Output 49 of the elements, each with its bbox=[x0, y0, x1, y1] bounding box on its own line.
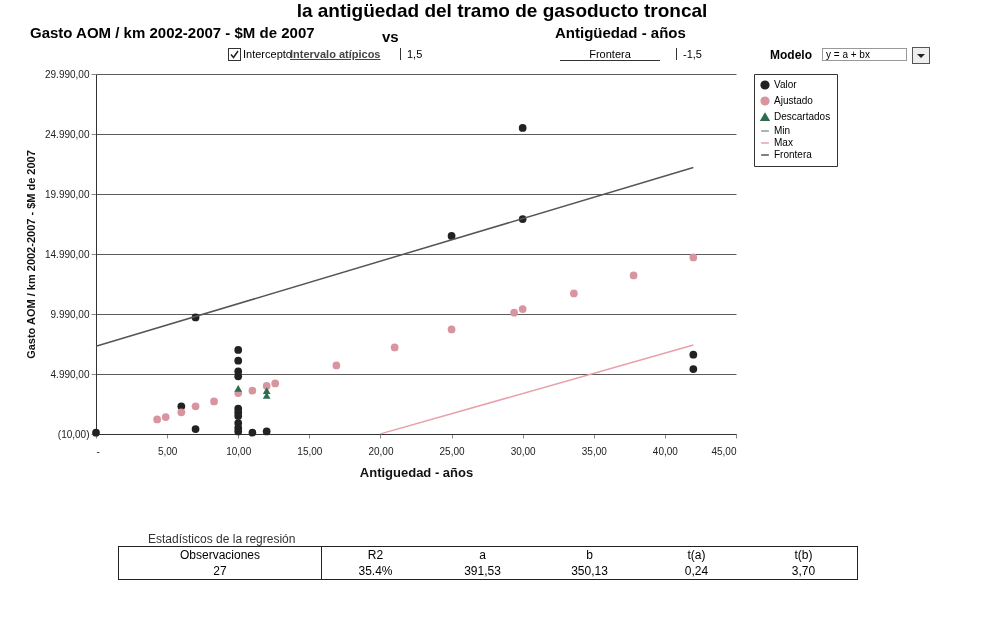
text: 35.4% bbox=[357, 563, 394, 580]
y-tick-label: 29.990,00 bbox=[45, 68, 90, 80]
legend-label: Valor bbox=[774, 79, 798, 90]
y-tick-label: 14.990,00 bbox=[45, 248, 90, 260]
text: Observaciones bbox=[118, 546, 322, 563]
y-tick-label: 4.990,00 bbox=[50, 368, 90, 380]
x-tick-label: 20,00 bbox=[368, 445, 394, 457]
text: vs bbox=[382, 28, 399, 45]
text: Gasto AOM / km 2002-2007 - $M de 2007 bbox=[30, 24, 315, 41]
x-tick-label: 25,00 bbox=[439, 445, 465, 457]
y-axis-title: Gasto AOM / km 2002-2007 - $M de 2007 bbox=[25, 150, 38, 359]
text: -1,5 bbox=[676, 48, 702, 60]
x-tick-label: 35,00 bbox=[581, 445, 608, 457]
legend-label: Max bbox=[774, 137, 793, 148]
y-tick-label: 19.990,00 bbox=[45, 188, 90, 200]
text: 1,5 bbox=[400, 48, 423, 60]
x-tick-label: 30,00 bbox=[510, 445, 537, 457]
text: 350,13 bbox=[570, 563, 609, 580]
text: y = a + bx bbox=[822, 48, 907, 61]
y-tick-label: 9.990,00 bbox=[50, 308, 90, 320]
x-tick-label: 5,00 bbox=[157, 445, 178, 457]
text: Antigüedad - años bbox=[555, 24, 686, 41]
text: b bbox=[585, 547, 594, 563]
x-tick-label: 10,00 bbox=[226, 445, 252, 457]
text: t(a) bbox=[686, 547, 707, 563]
y-tick-label: 24.990,00 bbox=[45, 128, 90, 140]
x-tick-label: - bbox=[96, 445, 100, 457]
text: 391,53 bbox=[463, 563, 502, 580]
x-tick-label: 40,00 bbox=[652, 445, 679, 457]
text: 0,24 bbox=[683, 563, 710, 580]
y-tick-label: (10,00) bbox=[57, 428, 90, 440]
legend-label: Ajustado bbox=[774, 95, 814, 106]
legend-label: Frontera bbox=[774, 149, 813, 160]
text: 3,70 bbox=[790, 563, 817, 580]
text: Intervalo atípicos bbox=[290, 48, 381, 60]
text: Intercepto bbox=[243, 48, 292, 60]
text: Modelo bbox=[770, 48, 812, 62]
legend-label: Descartados bbox=[774, 111, 831, 122]
legend-label: Min bbox=[774, 125, 791, 136]
text: Estadísticos de la regresión bbox=[148, 532, 297, 546]
x-tick-label: 15,00 bbox=[297, 445, 323, 457]
text: a bbox=[478, 547, 487, 563]
text: t(b) bbox=[793, 547, 814, 563]
text: Frontera bbox=[560, 48, 660, 61]
chart-title: la antigüedad del tramo de gasoducto troncal bbox=[295, 0, 709, 22]
text: R2 bbox=[366, 547, 385, 563]
x-axis-title: Antiguedad - años bbox=[359, 464, 474, 480]
text: 27 bbox=[118, 563, 322, 580]
x-tick-label: 45,00 bbox=[711, 445, 737, 457]
